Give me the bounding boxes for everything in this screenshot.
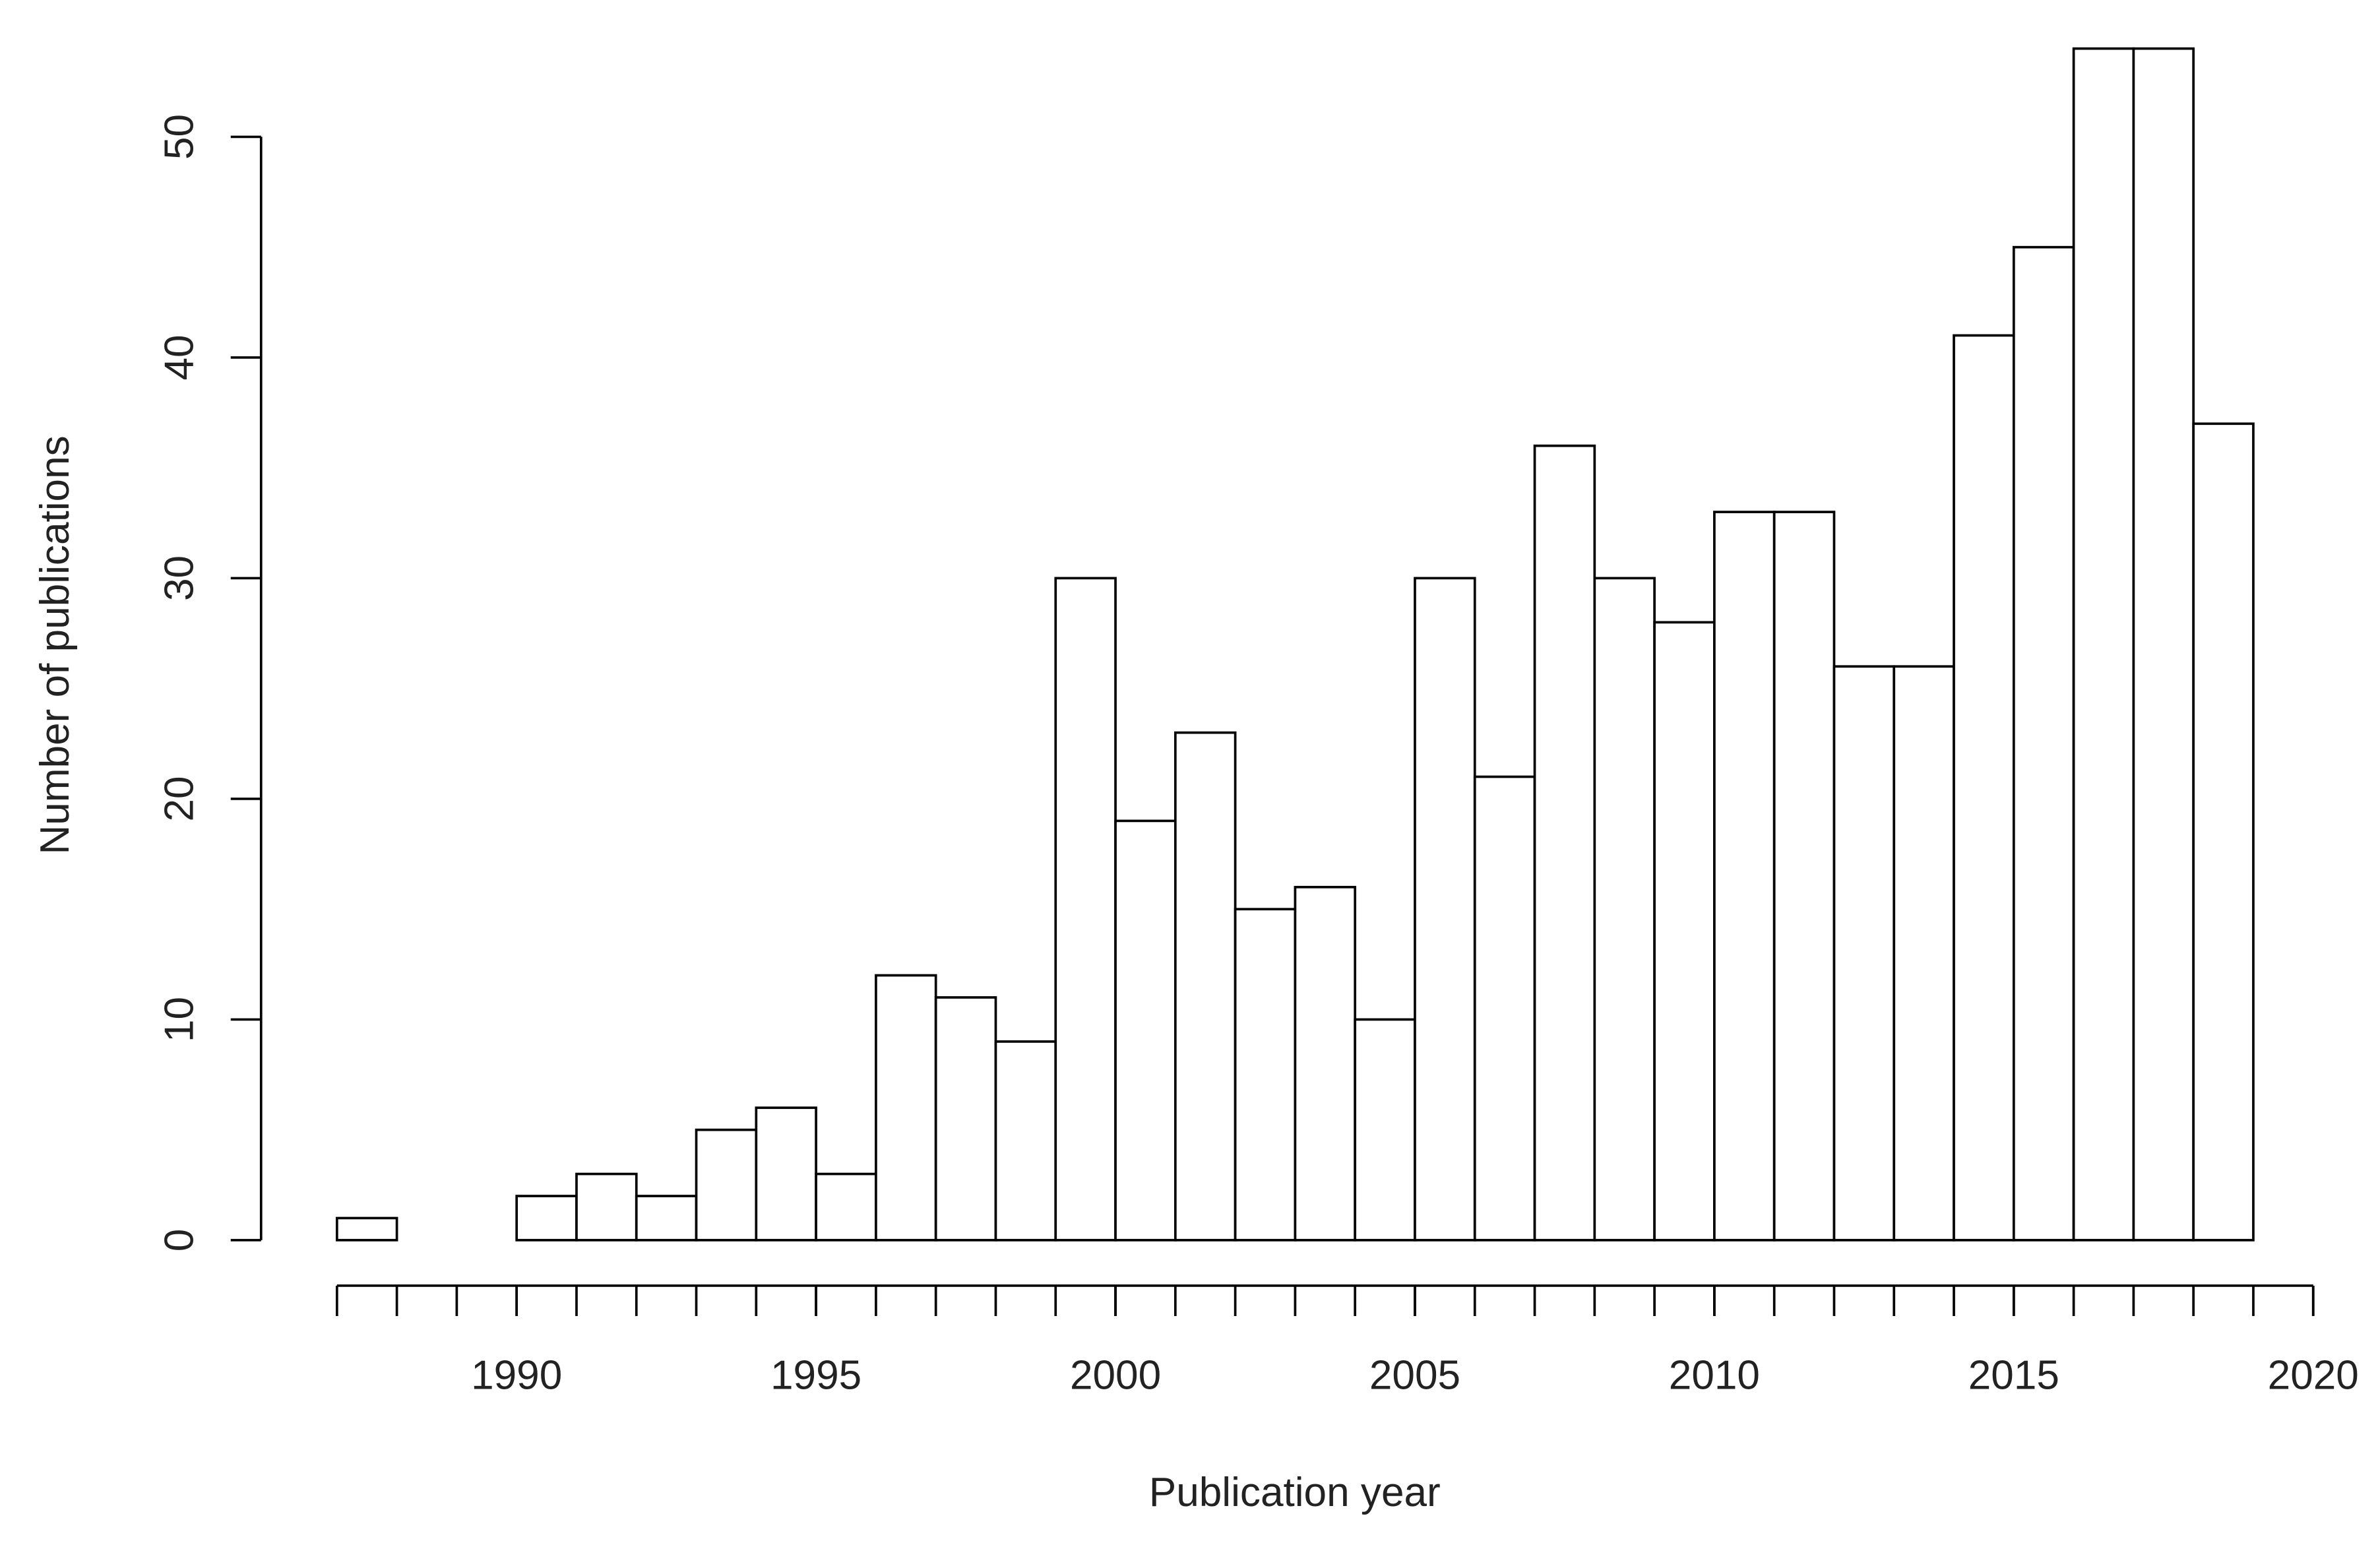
bar <box>1533 444 1596 1242</box>
bar <box>1593 577 1656 1242</box>
bar <box>2192 422 2255 1242</box>
y-tick-label: 30 <box>157 555 203 601</box>
x-axis-label: Publication year <box>1149 1470 1441 1515</box>
bar <box>1294 885 1357 1242</box>
bar <box>1234 908 1297 1242</box>
bar <box>994 1040 1057 1242</box>
bar <box>815 1172 877 1242</box>
y-tick-label: 10 <box>157 997 203 1042</box>
x-tick-label: 2020 <box>2268 1353 2359 1399</box>
bar <box>515 1195 578 1242</box>
bar <box>2132 47 2195 1242</box>
y-tick-label: 0 <box>157 1229 203 1252</box>
bar <box>1893 665 1955 1242</box>
y-axis-label: Number of publications <box>32 435 78 854</box>
x-tick-label: 2015 <box>1968 1353 2059 1399</box>
bar <box>1713 511 1776 1242</box>
x-tick-label: 1995 <box>770 1353 861 1399</box>
bar <box>1414 577 1476 1242</box>
y-tick-label: 20 <box>157 776 203 821</box>
x-tick-label: 2010 <box>1669 1353 1760 1399</box>
bar <box>575 1172 638 1242</box>
bar <box>755 1106 817 1242</box>
bar <box>1114 819 1177 1242</box>
bar <box>1772 511 1836 1242</box>
bar <box>2072 47 2135 1242</box>
bar <box>635 1195 698 1242</box>
bar <box>875 974 937 1242</box>
bar <box>934 996 997 1242</box>
x-tick-label: 2005 <box>1369 1353 1460 1399</box>
bar <box>1354 1018 1416 1242</box>
y-tick-label: 40 <box>157 334 203 380</box>
bar <box>695 1128 758 1242</box>
bar <box>1953 334 2015 1242</box>
x-tick-label: 2000 <box>1070 1353 1161 1399</box>
y-tick-label: 50 <box>157 114 203 160</box>
bar <box>1473 775 1536 1242</box>
bar <box>1054 577 1117 1242</box>
bar <box>335 1216 398 1242</box>
bar <box>1653 621 1716 1242</box>
x-tick-label: 1990 <box>471 1353 562 1399</box>
bar <box>2012 245 2075 1242</box>
bar <box>1174 731 1237 1242</box>
bar <box>1832 665 1896 1242</box>
